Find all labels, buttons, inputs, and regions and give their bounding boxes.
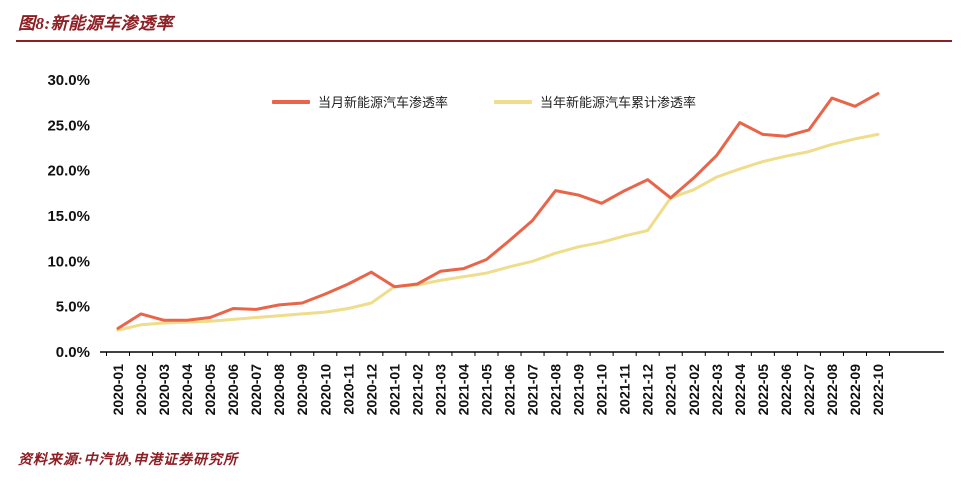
y-axis-tick-label: 30.0% [47,72,90,89]
x-axis-tick-label: 2022-04 [732,364,748,416]
title-underline [16,40,952,42]
source-note: 资料来源:中汽协,申港证券研究所 [18,453,239,468]
x-axis-tick-label: 2020-09 [294,364,310,416]
x-axis-tick-label: 2020-07 [248,364,264,416]
legend-line-monthly-icon [271,99,310,104]
x-axis-tick-label: 2022-06 [778,364,794,416]
x-axis-tick-label: 2020-08 [271,364,287,416]
x-axis-tick-label: 2022-08 [824,364,840,416]
x-axis-tick-label: 2021-02 [409,364,425,416]
x-axis-tick-label: 2021-03 [432,364,448,416]
y-axis-tick-label: 0.0% [56,344,90,361]
y-axis-tick-label: 10.0% [47,253,90,270]
x-axis-tick-label: 2020-11 [340,364,356,415]
y-axis-tick-label: 20.0% [47,163,90,180]
x-axis-tick-label: 2021-05 [478,364,494,416]
x-axis-tick-label: 2021-10 [594,364,610,416]
x-axis-tick-label: 2021-08 [548,364,564,416]
x-axis-tick-label: 2022-01 [663,364,679,416]
legend-label-monthly: 当月新能源汽车渗透率 [317,95,448,110]
y-axis-tick-label: 5.0% [56,299,90,316]
chart-legend: 当月新能源汽车渗透率 当年新能源汽车累计渗透率 [271,92,696,111]
x-axis-tick-label: 2021-06 [502,364,518,416]
x-axis-tick-label: 2020-01 [110,364,126,416]
x-axis-tick-label: 2021-11 [617,364,633,415]
chart-area: 0.0% 5.0% 10.0% 15.0% 20.0% 25.0% 30.0% 2020-01… [0,66,968,443]
x-axis-tick-label: 2020-10 [317,364,333,416]
series-line-cumulative [116,132,880,332]
x-axis-tick-label: 2020-04 [179,364,195,416]
x-axis-tick-label: 2020-06 [225,364,241,416]
legend-item-monthly: 当月新能源汽车渗透率 [271,92,448,111]
x-axis-tick-label: 2022-02 [686,364,702,416]
x-axis-tick-label: 2021-12 [640,364,656,416]
x-axis-tick-label: 2020-03 [156,364,172,416]
x-axis-tick-label: 2021-04 [455,364,471,416]
x-axis-tick-label: 2022-05 [755,364,771,416]
figure-title: 图8:新能源车渗透率 [18,14,174,33]
x-axis-tick-label: 2021-01 [386,364,402,416]
y-axis-tick-label: 25.0% [47,117,90,134]
x-axis-tick-label: 2020-02 [133,364,149,416]
series-line-monthly [116,92,880,330]
legend-label-cumulative: 当年新能源汽车累计渗透率 [540,95,697,110]
legend-item-cumulative: 当年新能源汽车累计渗透率 [494,92,696,111]
legend-line-cumulative-icon [494,99,532,104]
line-chart-canvas: 0.0% 5.0% 10.0% 15.0% 20.0% 25.0% 30.0% 2020-01… [47,72,944,416]
x-axis-tick-label: 2022-07 [801,364,817,416]
y-axis-tick-label: 15.0% [47,208,90,225]
figure-footer: 资料来源:中汽协,申港证券研究所 [18,449,238,469]
x-axis-tick-label: 2021-09 [571,364,587,416]
x-axis-tick-label: 2021-07 [525,364,541,416]
x-axis-tick-label: 2022-03 [709,364,725,416]
x-axis-tick-label: 2020-05 [202,364,218,416]
x-axis-tick-label: 2022-09 [847,364,863,416]
figure-header: 图8:新能源车渗透率 [0,0,968,34]
x-axis-tick-label: 2020-12 [363,364,379,416]
x-axis-tick-label: 2022-10 [870,364,886,416]
